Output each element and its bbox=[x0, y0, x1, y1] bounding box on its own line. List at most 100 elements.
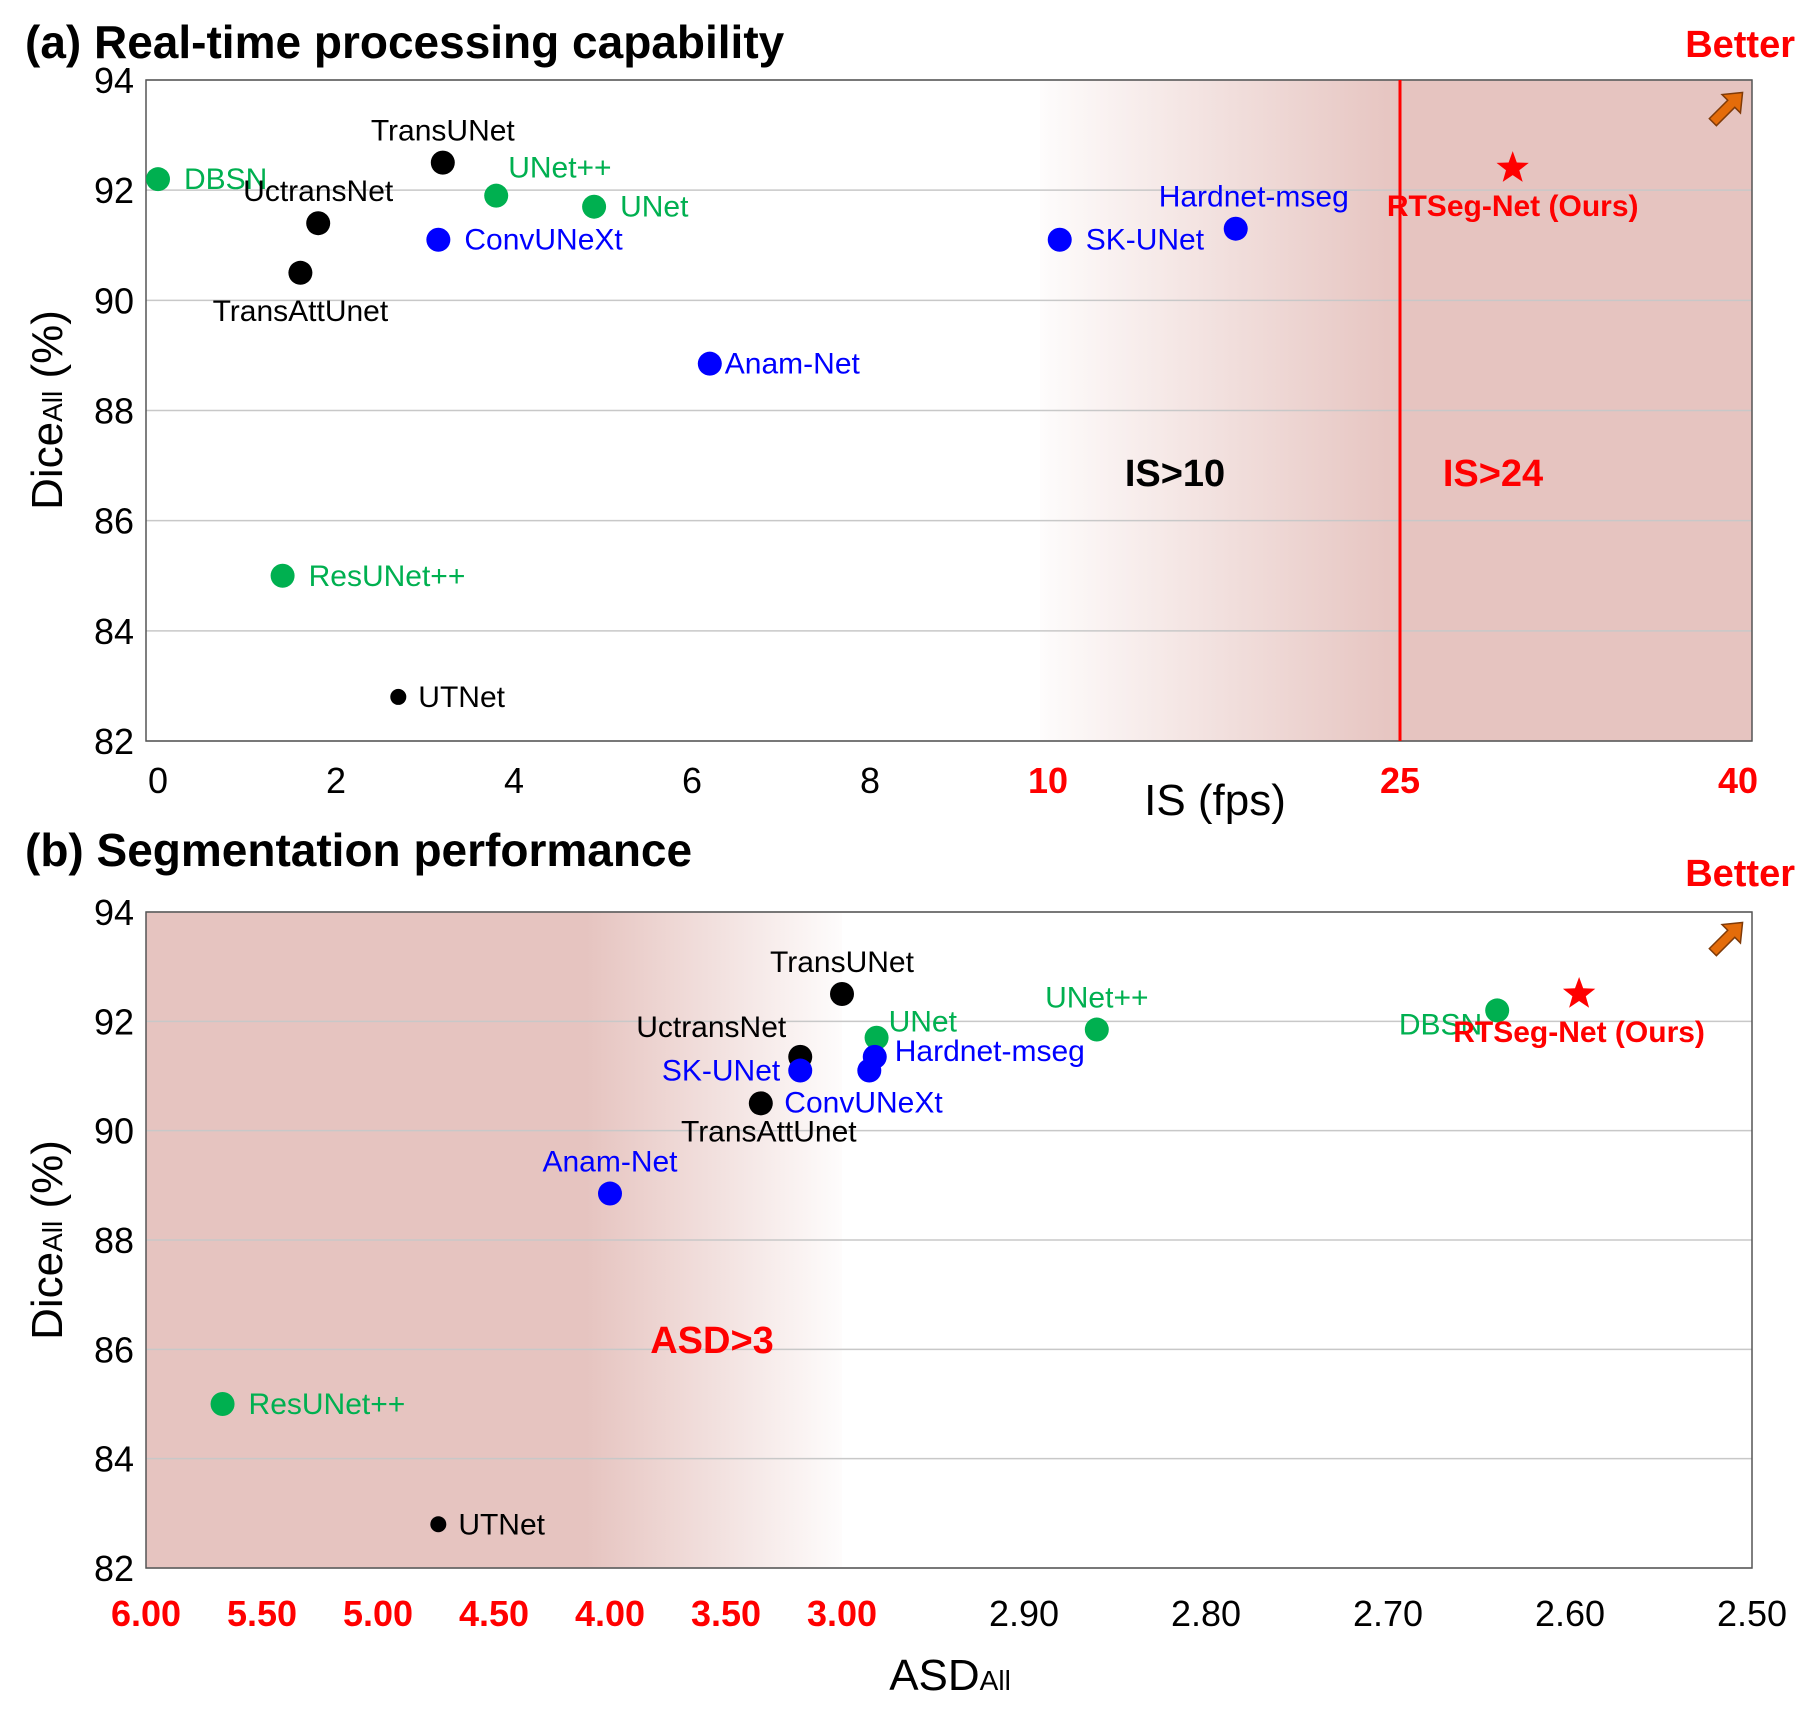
y-tick-label-a-94: 94 bbox=[94, 60, 134, 101]
panel-b: (b) Segmentation performance 82 84 86 88 90 9… bbox=[23, 824, 1795, 1700]
point-b-unet-label: UNet++ bbox=[1045, 982, 1148, 1015]
point-a-rtseg-net-ours-label: RTSeg-Net (Ours) bbox=[1387, 190, 1639, 223]
point-a-utnet-label: UTNet bbox=[418, 681, 505, 714]
point-b-rtseg-net-ours-star-marker bbox=[1562, 977, 1596, 1008]
better-arrow-b-icon bbox=[1708, 921, 1744, 957]
x-tick-label-a-40: 40 bbox=[1718, 760, 1758, 801]
x-tick-label-b-2-90: 2.90 bbox=[989, 1593, 1059, 1634]
panel-a-frame bbox=[145, 79, 1753, 742]
point-a-transattunet-label: TransAttUnet bbox=[213, 295, 389, 328]
point-b-resunet-marker bbox=[210, 1392, 235, 1416]
x-tick-label-a-2: 2 bbox=[326, 760, 346, 801]
zone-label-is24: IS>24 bbox=[1443, 453, 1543, 495]
x-tick-label-a-25: 25 bbox=[1380, 760, 1420, 801]
zone-label-is10: IS>10 bbox=[1125, 453, 1225, 495]
better-label-b: Better bbox=[1685, 853, 1795, 895]
point-b-unet-label: UNet bbox=[889, 1006, 958, 1039]
point-a-transunet-label: TransUNet bbox=[371, 115, 516, 148]
point-a-dbsn-marker bbox=[146, 167, 170, 192]
point-b-unet-marker bbox=[1084, 1017, 1109, 1042]
y-tick-label-a-88: 88 bbox=[94, 391, 134, 432]
zone-label-asd3: ASD>3 bbox=[650, 1320, 774, 1362]
point-b-utnet-marker bbox=[430, 1516, 447, 1533]
point-a-hardnet-mseg-marker bbox=[1223, 216, 1248, 241]
panel-b-frame bbox=[145, 911, 1753, 1569]
point-b-convunext-marker bbox=[857, 1058, 882, 1083]
y-tick-label-b-88: 88 bbox=[94, 1220, 134, 1261]
point-b-transunet-label: TransUNet bbox=[770, 946, 915, 979]
point-b-resunet-label: ResUNet++ bbox=[249, 1388, 406, 1421]
point-b-sk-unet-label: SK-UNet bbox=[662, 1055, 781, 1088]
y-tick-label-a-86: 86 bbox=[94, 501, 134, 542]
point-b-hardnet-mseg-label: Hardnet-mseg bbox=[895, 1035, 1085, 1068]
point-b-dbsn-label: DBSN bbox=[1399, 1008, 1482, 1041]
y-tick-label-b-86: 86 bbox=[94, 1329, 134, 1370]
point-a-sk-unet-marker bbox=[1047, 227, 1072, 252]
point-a-dbsn-label: DBSN bbox=[184, 163, 267, 196]
better-arrow-a-icon bbox=[1708, 91, 1744, 127]
point-a-sk-unet-label: SK-UNet bbox=[1086, 224, 1205, 257]
panel-b-points: TransUNet UNet UctransNet Hardnet-mseg SK-UN… bbox=[210, 946, 1705, 1541]
x-tick-label-b-2-80: 2.80 bbox=[1171, 1593, 1241, 1634]
point-a-unet-marker bbox=[484, 183, 509, 208]
x-tick-label-b-3-00: 3.00 bbox=[807, 1593, 877, 1634]
x-tick-label-a-10: 10 bbox=[1028, 760, 1068, 801]
panel-a-title: (a) Real-time processing capability bbox=[25, 16, 785, 68]
x-tick-label-b-3-50: 3.50 bbox=[691, 1593, 761, 1634]
x-tick-label-a-4: 4 bbox=[504, 760, 524, 801]
y-tick-label-a-92: 92 bbox=[94, 170, 134, 211]
point-b-unet-marker bbox=[864, 1025, 889, 1050]
point-a-convunext-label: ConvUNeXt bbox=[464, 224, 623, 257]
point-b-utnet-label: UTNet bbox=[458, 1508, 545, 1541]
point-b-dbsn-marker bbox=[1485, 998, 1510, 1023]
y-tick-label-b-90: 90 bbox=[94, 1111, 134, 1152]
better-label-a: Better bbox=[1685, 24, 1795, 66]
panel-a: (a) Real-time processing capability 8284… bbox=[23, 16, 1795, 825]
point-a-resunet-label: ResUNet++ bbox=[309, 560, 466, 593]
x-tick-label-b-4-00: 4.00 bbox=[575, 1593, 645, 1634]
point-a-unet-label: UNet bbox=[620, 191, 689, 224]
point-a-resunet-marker bbox=[270, 563, 295, 588]
panel-a-y-axis-label: DiceAll (%) bbox=[23, 310, 72, 510]
point-a-transunet-marker bbox=[430, 150, 455, 175]
x-tick-label-b-6-00: 6.00 bbox=[111, 1593, 181, 1634]
point-b-transattunet-marker bbox=[748, 1091, 773, 1116]
point-b-rtseg-net-ours-label: RTSeg-Net (Ours) bbox=[1453, 1016, 1705, 1049]
point-b-sk-unet-marker bbox=[788, 1058, 813, 1083]
x-tick-label-b-2-60: 2.60 bbox=[1535, 1593, 1605, 1634]
point-a-unet-marker bbox=[582, 194, 607, 219]
panel-b-title: (b) Segmentation performance bbox=[25, 824, 692, 876]
panel-b-y-ticks: 82 84 86 88 90 92 94 bbox=[94, 892, 134, 1589]
point-b-convunext-label: ConvUNeXt bbox=[784, 1087, 943, 1120]
y-tick-label-a-90: 90 bbox=[94, 280, 134, 321]
point-a-uctransnet-label: UctransNet bbox=[243, 175, 394, 208]
point-b-transunet-marker bbox=[830, 982, 854, 1006]
point-a-utnet-marker bbox=[390, 688, 407, 705]
y-tick-label-b-82: 82 bbox=[94, 1548, 134, 1589]
y-tick-label-a-84: 84 bbox=[94, 611, 134, 652]
point-a-convunext-marker bbox=[426, 227, 451, 252]
x-tick-label-b-4-50: 4.50 bbox=[459, 1593, 529, 1634]
y-tick-label-b-92: 92 bbox=[94, 1001, 134, 1042]
panel-a-points: DBSN TransUNet UNet++ UNet UctransNet ConvUNe… bbox=[146, 115, 1639, 714]
panel-a-x-ticks: 0 2 4 6 8 10 25 40 bbox=[148, 760, 1758, 801]
point-b-anam-net-label: Anam-Net bbox=[542, 1146, 678, 1179]
panel-a-x-axis-label: IS (fps) bbox=[1144, 776, 1286, 825]
point-a-uctransnet-marker bbox=[306, 211, 331, 236]
point-a-anam-net-label: Anam-Net bbox=[725, 348, 861, 381]
point-a-unet-label: UNet++ bbox=[508, 152, 611, 185]
x-tick-label-a-6: 6 bbox=[682, 760, 702, 801]
panel-b-x-ticks: 6.00 5.50 5.00 4.50 4.00 3.50 3.00 2.90 2.80 2.70… bbox=[111, 1593, 1787, 1634]
point-a-rtseg-net-ours-star-marker bbox=[1496, 151, 1529, 182]
panel-b-y-axis-label: DiceAll (%) bbox=[23, 1140, 72, 1340]
point-b-transattunet-label: TransAttUnet bbox=[681, 1115, 857, 1148]
point-a-hardnet-mseg-label: Hardnet-mseg bbox=[1159, 181, 1349, 214]
x-tick-label-a-0: 0 bbox=[148, 760, 168, 801]
panel-a-y-ticks: 82 84 86 88 90 92 94 bbox=[94, 60, 134, 762]
x-tick-label-b-5-00: 5.00 bbox=[343, 1593, 413, 1634]
x-tick-label-b-2-50: 2.50 bbox=[1717, 1593, 1787, 1634]
x-tick-label-b-2-70: 2.70 bbox=[1353, 1593, 1423, 1634]
point-b-uctransnet-label: UctransNet bbox=[636, 1011, 787, 1044]
point-a-anam-net-marker bbox=[697, 351, 722, 376]
